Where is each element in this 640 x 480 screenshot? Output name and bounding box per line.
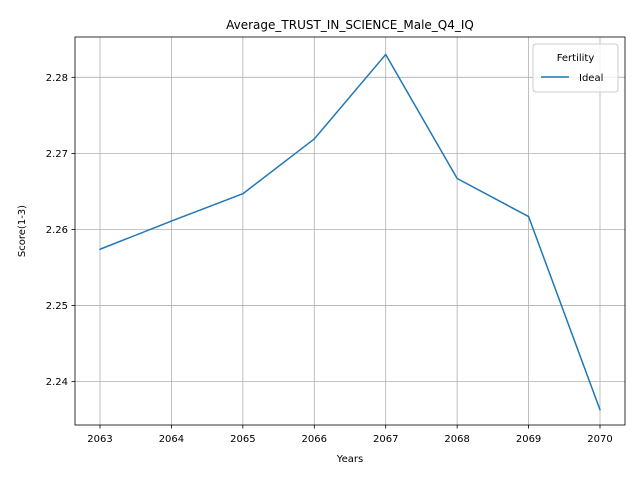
legend-title: Fertility xyxy=(557,53,595,64)
x-tick-label: 2070 xyxy=(587,434,612,445)
x-tick-label: 2069 xyxy=(516,434,541,445)
y-tick-label: 2.25 xyxy=(46,301,68,312)
y-tick-label: 2.27 xyxy=(46,149,68,160)
data-point xyxy=(313,138,316,140)
plot-frame xyxy=(74,36,626,426)
chart-title: Average_TRUST_IN_SCIENCE_Male_Q4_IQ xyxy=(226,18,474,32)
legend: Fertility Ideal xyxy=(532,43,619,93)
data-point xyxy=(456,177,458,180)
x-axis-ticks: 2063 2064 2065 2066 2067 2068 2069 2070 xyxy=(87,425,613,445)
y-axis-label: Score(1-3) xyxy=(17,205,28,257)
y-axis-ticks: 2.24 2.25 2.26 2.27 2.28 xyxy=(46,73,75,388)
grid xyxy=(75,37,625,425)
x-tick-label: 2063 xyxy=(87,434,112,445)
legend-box xyxy=(532,43,619,93)
y-tick-label: 2.26 xyxy=(46,225,68,236)
x-tick-label: 2068 xyxy=(444,434,469,445)
legend-entry-ideal: Ideal xyxy=(579,73,603,84)
data-point xyxy=(384,53,387,56)
series-line-ideal xyxy=(99,53,601,411)
x-tick-label: 2065 xyxy=(230,434,255,445)
x-tick-label: 2067 xyxy=(373,434,398,445)
x-tick-label: 2064 xyxy=(159,434,184,445)
data-point xyxy=(599,409,601,411)
data-point xyxy=(527,215,530,218)
data-point xyxy=(170,220,173,222)
series-lines xyxy=(99,53,601,411)
y-tick-label: 2.28 xyxy=(46,73,68,84)
data-point xyxy=(99,248,101,251)
x-tick-label: 2066 xyxy=(302,434,327,445)
x-axis-label: Years xyxy=(336,454,363,465)
y-tick-label: 2.24 xyxy=(46,377,68,388)
data-point xyxy=(242,192,244,195)
